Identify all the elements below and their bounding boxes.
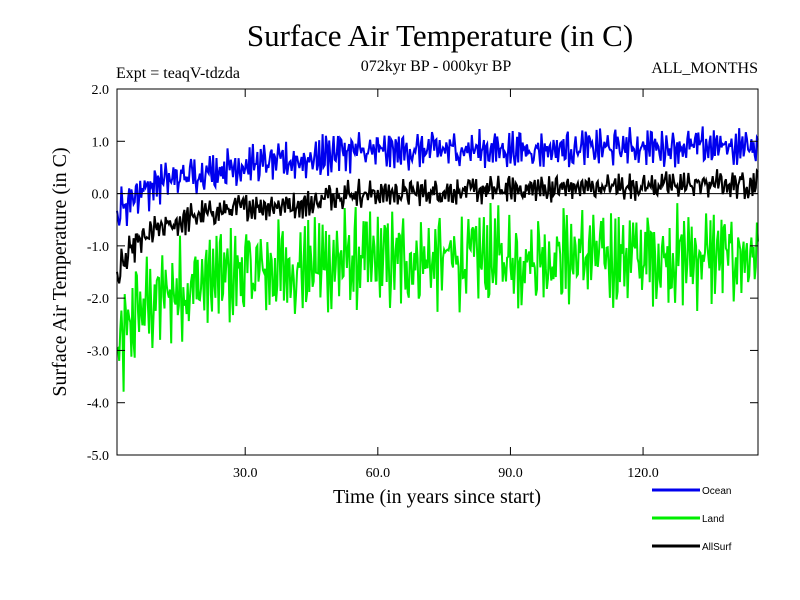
y-tick-label: -4.0: [87, 397, 109, 412]
months-label: ALL_MONTHS: [651, 60, 758, 77]
legend-label-allsurf: AllSurf: [702, 542, 732, 553]
x-tick-label: 30.0: [233, 466, 258, 481]
series-line-allsurf: [116, 168, 759, 284]
y-tick-label: -3.0: [87, 344, 109, 359]
legend-label-ocean: Ocean: [702, 486, 731, 497]
plot-frame: [116, 88, 759, 456]
x-axis-label: Time (in years since start): [333, 486, 541, 508]
y-tick-label: 2.0: [92, 83, 110, 98]
series-line-land: [116, 202, 759, 392]
chart-subtitle: 072kyr BP - 000kyr BP: [361, 58, 512, 75]
series-layer: [116, 126, 759, 392]
y-axis-label: Surface Air Temperature (in C): [49, 147, 71, 396]
series-line-ocean: [116, 126, 759, 226]
legend: Ocean Land AllSurf: [652, 486, 732, 553]
y-tick-label: -2.0: [87, 292, 109, 307]
y-tick-label: 1.0: [92, 135, 110, 150]
ticks-layer: -5.0 -4.0 -3.0 -2.0 -1.0 0.0 1.0 2.0 30.0 60.0 90.…: [87, 83, 758, 481]
chart-title: Surface Air Temperature (in C): [247, 18, 633, 53]
y-tick-label: 0.0: [92, 188, 110, 203]
x-tick-label: 120.0: [627, 466, 659, 481]
x-tick-label: 90.0: [498, 466, 523, 481]
y-tick-label: -1.0: [87, 240, 109, 255]
experiment-label: Expt = teaqV-tdzda: [116, 65, 240, 82]
legend-label-land: Land: [702, 514, 724, 525]
y-tick-label: -5.0: [87, 449, 109, 464]
x-tick-label: 60.0: [366, 466, 391, 481]
